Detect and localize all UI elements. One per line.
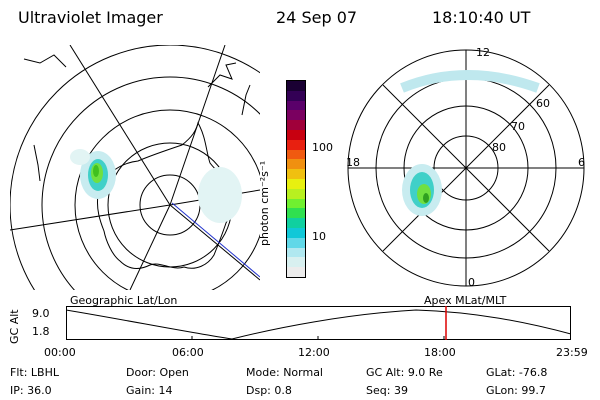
altitude-xtick: 18:00: [424, 346, 456, 359]
colorbar-segment: [287, 237, 305, 248]
status-seq: Seq: 39: [366, 384, 408, 397]
altitude-ylabel: GC Alt: [8, 309, 21, 344]
altitude-xtick: 23:59: [556, 346, 588, 359]
colorbar-segment: [287, 218, 305, 228]
colorbar-segment: [287, 198, 305, 209]
altitude-ytick-high: 9.0: [32, 307, 50, 320]
mlat-label-80: 80: [492, 141, 506, 154]
instrument-title: Ultraviolet Imager: [18, 8, 163, 27]
polar-map-label: Apex MLat/MLT: [424, 294, 507, 307]
altitude-ytick-low: 1.8: [32, 325, 50, 338]
aurora-patch: [70, 149, 242, 223]
colorbar-segment: [287, 149, 305, 160]
colorbar-segment: [287, 169, 305, 179]
altitude-xtick: 12:00: [298, 346, 330, 359]
colorbar-segment: [287, 188, 305, 199]
colorbar-segment: [287, 129, 305, 140]
meridian: [169, 204, 260, 281]
coastline: [23, 54, 67, 68]
colorbar-segment: [287, 90, 305, 101]
altitude-xtick: 06:00: [172, 346, 204, 359]
coastline: [97, 121, 235, 269]
colorbar-segment: [287, 227, 305, 238]
colorbar-tick-100: 100: [312, 141, 333, 154]
altitude-curve: [66, 309, 571, 340]
altitude-plot: [66, 306, 571, 340]
polar-map: [347, 49, 585, 287]
colorbar-segment: [287, 178, 305, 189]
mlt-label-0: 0: [468, 276, 475, 289]
colorbar-segment: [287, 81, 305, 91]
coastline: [207, 62, 237, 88]
mlt-line: [382, 84, 550, 252]
date-label: 24 Sep 07: [276, 8, 358, 27]
lat-circle: [41, 76, 260, 290]
colorbar-segment: [287, 267, 305, 277]
status-gc-alt: GC Alt: 9.0 Re: [366, 366, 443, 379]
colorbar-segment: [287, 159, 305, 170]
mlat-label-70: 70: [511, 120, 525, 133]
meridian: [10, 204, 171, 231]
meridian: [69, 45, 171, 206]
geographic-map: [10, 45, 260, 290]
coastline: [33, 144, 41, 182]
time-label: 18:10:40 UT: [432, 8, 531, 27]
aurora-oval: [400, 70, 540, 216]
colorbar-tick-10: 10: [312, 230, 326, 243]
status-ip: IP: 36.0: [10, 384, 52, 397]
coastline: [241, 84, 251, 116]
status-filter: Flt: LBHL: [10, 366, 59, 379]
geographic-map-label: Geographic Lat/Lon: [70, 294, 178, 307]
status-gain: Gain: 14: [126, 384, 173, 397]
status-dsp: Dsp: 0.8: [246, 384, 292, 397]
mlt-label-18: 18: [346, 156, 360, 169]
status-mode: Mode: Normal: [246, 366, 323, 379]
lat-circle: [74, 109, 260, 290]
terminator-line: [171, 202, 260, 278]
colorbar-segment: [287, 257, 305, 268]
colorbar-segment: [287, 208, 305, 219]
mlat-label-60: 60: [536, 97, 550, 110]
colorbar-segment: [287, 139, 305, 150]
status-glat: GLat: -76.8: [486, 366, 548, 379]
status-glon: GLon: 99.7: [486, 384, 546, 397]
altitude-xtick: 00:00: [44, 346, 76, 359]
status-door: Door: Open: [126, 366, 189, 379]
meridian: [129, 204, 171, 290]
colorbar: [286, 80, 306, 278]
mlt-label-6: 6: [578, 156, 585, 169]
colorbar-segment: [287, 110, 305, 121]
colorbar-unit-label: photon cm⁻²s⁻¹: [258, 160, 271, 246]
mlt-label-12: 12: [476, 46, 490, 59]
colorbar-segment: [287, 120, 305, 130]
colorbar-segment: [287, 247, 305, 258]
colorbar-segment: [287, 100, 305, 111]
